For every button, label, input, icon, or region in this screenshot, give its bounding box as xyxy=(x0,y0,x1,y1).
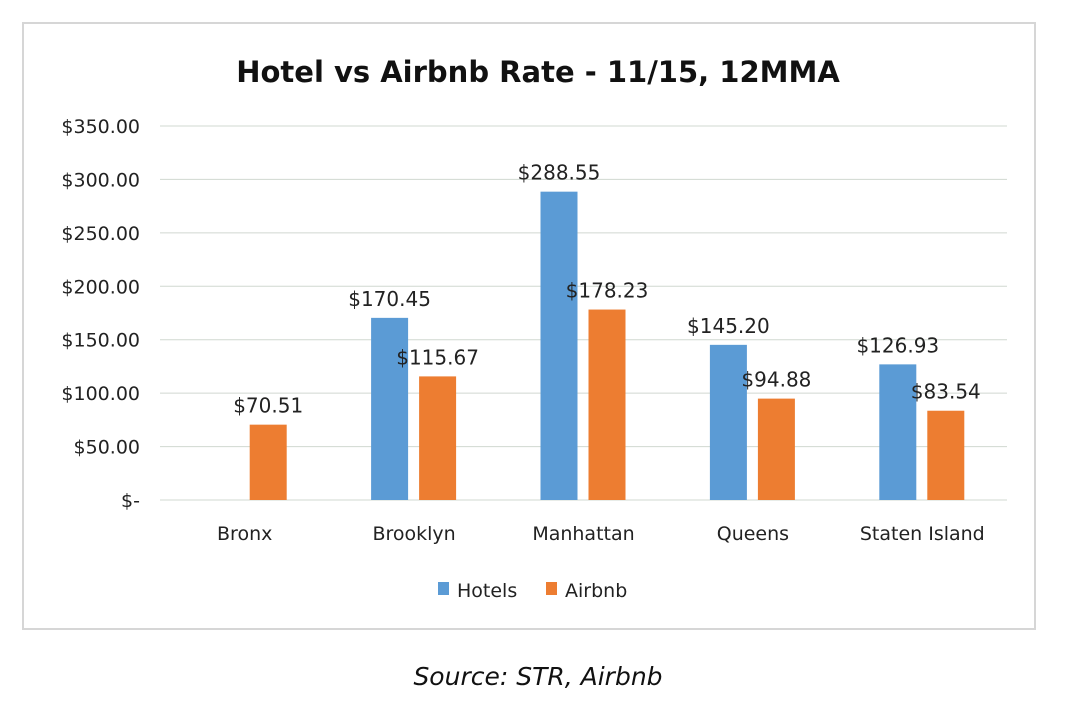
x-tick-label: Brooklyn xyxy=(372,523,455,545)
x-tick-label: Manhattan xyxy=(532,523,634,545)
legend-swatch-hotels xyxy=(438,582,449,595)
data-label: $83.54 xyxy=(911,380,981,404)
data-label: $70.51 xyxy=(233,394,303,418)
y-tick-label: $100.00 xyxy=(61,383,140,405)
x-tick-label: Bronx xyxy=(217,523,272,545)
y-tick-label: $- xyxy=(121,490,140,512)
bar-hotels xyxy=(709,344,747,500)
y-tick-label: $350.00 xyxy=(61,116,140,138)
bar-airbnb xyxy=(249,424,287,500)
bar-airbnb xyxy=(419,376,457,500)
data-label: $170.45 xyxy=(348,287,431,311)
x-tick-label: Queens xyxy=(717,523,789,545)
bar-hotels xyxy=(879,364,917,500)
bar-airbnb xyxy=(588,309,626,500)
bar-airbnb xyxy=(927,410,965,500)
x-tick-label: Staten Island xyxy=(860,523,985,545)
bar-airbnb xyxy=(757,398,795,500)
bar-hotels xyxy=(371,317,409,500)
data-label: $145.20 xyxy=(687,314,770,338)
y-tick-label: $150.00 xyxy=(61,330,140,352)
data-label: $178.23 xyxy=(566,279,649,303)
data-label: $126.93 xyxy=(856,333,939,357)
legend-swatch-airbnb xyxy=(546,582,557,595)
chart-title: Hotel vs Airbnb Rate - 11/15, 12MMA xyxy=(236,55,840,89)
chart-frame xyxy=(22,22,1036,630)
y-tick-label: $250.00 xyxy=(61,223,140,245)
y-tick-label: $50.00 xyxy=(74,437,140,459)
source-note: Source: STR, Airbnb xyxy=(413,662,663,691)
data-label: $94.88 xyxy=(741,368,811,392)
legend-label: Airbnb xyxy=(565,580,627,602)
y-tick-label: $300.00 xyxy=(61,169,140,191)
bar-chart: Hotel vs Airbnb Rate - 11/15, 12MMA $- $50… xyxy=(61,55,1007,602)
legend-label: Hotels xyxy=(457,580,517,602)
y-tick-label: $200.00 xyxy=(61,276,140,298)
bar-hotels xyxy=(540,191,578,501)
data-label: $288.55 xyxy=(518,161,601,185)
data-label: $115.67 xyxy=(396,345,479,369)
